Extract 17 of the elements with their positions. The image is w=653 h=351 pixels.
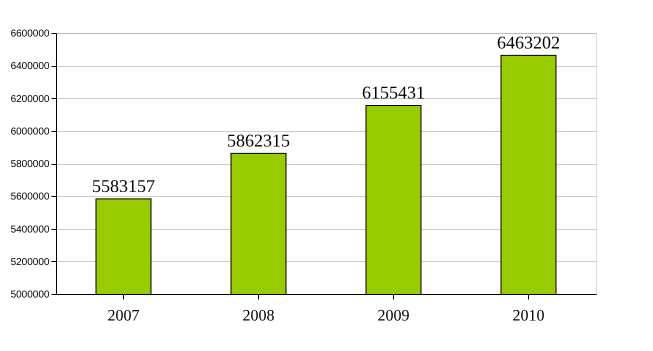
- y-tick-label: 6400000: [10, 61, 50, 72]
- data-label: 6463202: [497, 32, 560, 52]
- x-tick-label: 2008: [242, 308, 274, 324]
- y-tick-label: 5200000: [10, 256, 50, 268]
- data-label: 5862315: [227, 130, 290, 150]
- data-label: 5583157: [92, 176, 155, 196]
- y-tick-label: 5600000: [10, 192, 50, 203]
- y-tick-label: 6200000: [10, 94, 50, 105]
- y-tick-label: 5000000: [10, 290, 50, 300]
- y-tick-label: 5400000: [10, 224, 50, 236]
- x-tick-label: 2007: [108, 308, 140, 324]
- data-label: 6155431: [362, 82, 425, 103]
- y-tick-label: 6000000: [10, 126, 50, 138]
- y-tick-label: 5800000: [10, 159, 50, 170]
- x-tick-label: 2010: [512, 308, 544, 324]
- y-tick-label: 6600000: [10, 28, 50, 40]
- x-tick-label: 2009: [378, 308, 410, 324]
